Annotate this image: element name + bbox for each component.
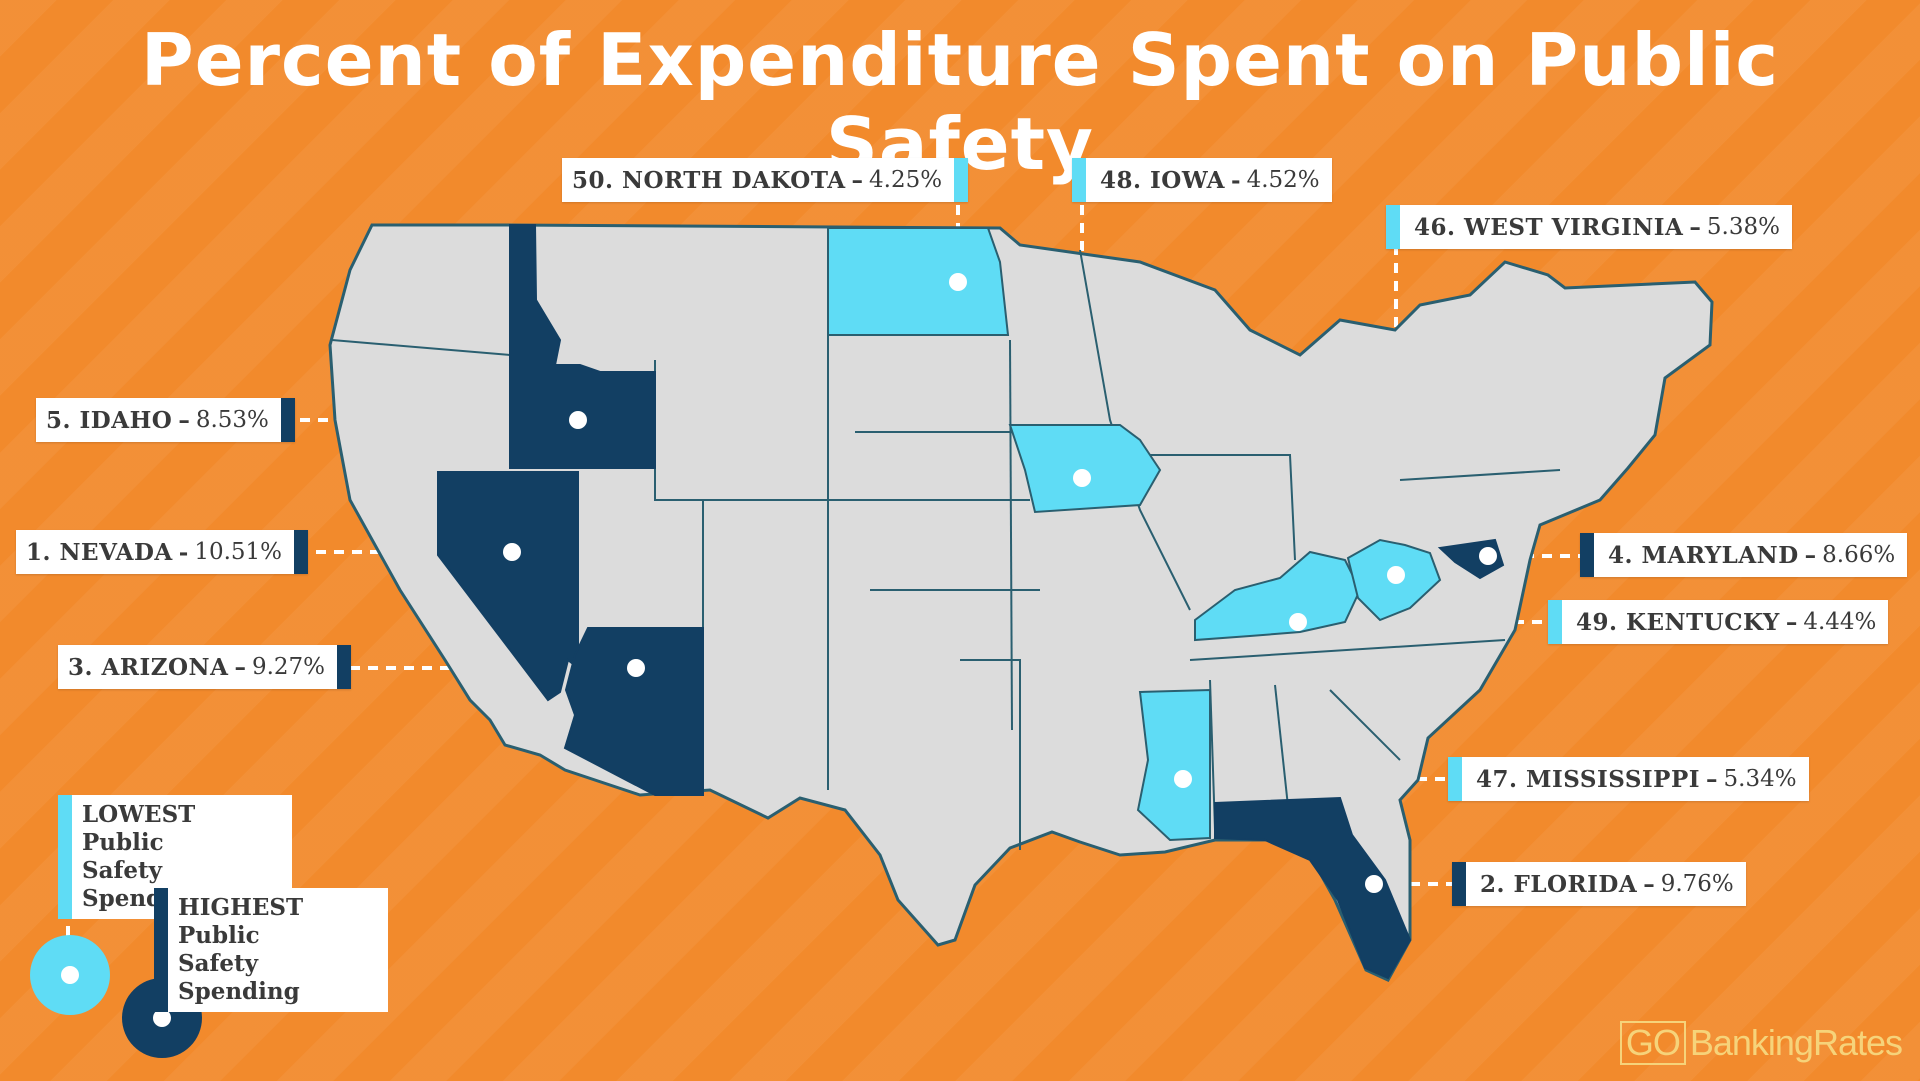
state-north-dakota: [827, 227, 1010, 336]
callout-mississippi-value: 5.34%: [1723, 766, 1797, 792]
callout-arizona: 3. ARIZONA – 9.27%: [58, 645, 352, 689]
callout-west-virginia-value: 5.38%: [1706, 214, 1780, 240]
state-idaho: [509, 224, 656, 469]
legend-highest: HIGHEST Public Safety Spending: [154, 888, 388, 1012]
callout-kentucky: 49. KENTUCKY – 4.44%: [1548, 600, 1889, 644]
callout-separator: –: [1785, 608, 1798, 636]
callout-north-dakota: 50. NORTH DAKOTA – 4.25%: [562, 158, 969, 202]
callout-maryland-value: 8.66%: [1822, 542, 1896, 568]
gobankingrates-logo: GO BankingRates: [1619, 1021, 1903, 1065]
callout-nevada-state: 1. NEVADA: [26, 538, 173, 566]
lowest-states: [827, 227, 1442, 842]
callout-iowa: 48. IOWA - 4.52%: [1072, 158, 1332, 202]
highest-indicator-bar: [337, 645, 352, 689]
lowest-indicator-bar: [1548, 600, 1562, 644]
marker-florida: [1365, 875, 1383, 893]
callout-iowa-state: 48. IOWA: [1100, 166, 1226, 194]
callout-idaho-value: 8.53%: [195, 407, 269, 433]
callout-kentucky-value: 4.44%: [1803, 609, 1877, 635]
marker-iowa: [1073, 469, 1091, 487]
state-arizona: [563, 627, 704, 796]
legend-highest-marker-dot: [153, 1009, 171, 1027]
state-florida: [1214, 796, 1412, 980]
callout-maryland: 4. MARYLAND – 8.66%: [1580, 533, 1908, 577]
callout-north-dakota-value: 4.25%: [869, 167, 943, 193]
callout-nevada-value: 10.51%: [194, 539, 283, 565]
callout-west-virginia: 46. WEST VIRGINIA – 5.38%: [1386, 205, 1792, 249]
callout-mississippi: 47. MISSISSIPPI – 5.34%: [1448, 757, 1809, 801]
legend-lowest-line1: LOWEST Public: [82, 801, 196, 856]
callout-separator: –: [851, 166, 864, 194]
callout-mississippi-state: 47. MISSISSIPPI: [1476, 765, 1701, 793]
highest-states: [437, 224, 1505, 980]
legend-highest-swatch: [154, 888, 168, 1012]
marker-west-virginia: [1387, 566, 1405, 584]
state-iowa: [1008, 424, 1162, 514]
callout-separator: -: [1231, 166, 1241, 194]
logo-bankingrates: BankingRates: [1689, 1022, 1903, 1063]
callout-separator: –: [1804, 541, 1817, 569]
legend-lowest-swatch: [58, 795, 72, 919]
marker-idaho: [569, 411, 587, 429]
callout-west-virginia-state: 46. WEST VIRGINIA: [1414, 213, 1684, 241]
legend-highest-text: HIGHEST Public Safety Spending: [168, 888, 388, 1012]
marker-arizona: [627, 659, 645, 677]
highest-indicator-bar: [1580, 533, 1594, 577]
callout-separator: –: [1689, 213, 1701, 241]
state-mississippi: [1136, 688, 1211, 842]
state-markers: [503, 273, 1497, 893]
callout-separator: –: [1643, 870, 1655, 898]
callout-separator: –: [1706, 765, 1718, 793]
callout-florida-state: 2. FLORIDA: [1480, 870, 1638, 898]
callout-idaho-state: 5. IDAHO: [46, 406, 173, 434]
legend-highest-line1: HIGHEST Public: [178, 894, 304, 949]
callout-separator: -: [178, 538, 189, 566]
marker-kentucky: [1289, 613, 1307, 631]
callout-arizona-value: 9.27%: [251, 654, 326, 680]
lowest-indicator-bar: [1386, 205, 1400, 249]
callout-arizona-state: 3. ARIZONA: [68, 653, 229, 681]
callout-iowa-value: 4.52%: [1246, 167, 1320, 193]
callout-north-dakota-state: 50. NORTH DAKOTA: [572, 166, 846, 194]
marker-north-dakota: [949, 273, 967, 291]
lowest-indicator-bar: [1448, 757, 1462, 801]
highest-indicator-bar: [1452, 862, 1466, 906]
chart-title: Percent of Expenditure Spent on Public S…: [140, 18, 1780, 186]
callout-florida: 2. FLORIDA – 9.76%: [1452, 862, 1746, 906]
callout-separator: –: [234, 653, 246, 681]
legend-lowest-marker-dot: [61, 966, 79, 984]
highest-indicator-bar: [280, 398, 295, 442]
marker-maryland: [1479, 547, 1497, 565]
callout-florida-value: 9.76%: [1660, 871, 1734, 897]
lowest-indicator-bar: [1072, 158, 1086, 202]
marker-mississippi: [1174, 770, 1192, 788]
legend-highest-line2: Safety Spending: [178, 950, 300, 1005]
lowest-indicator-bar: [954, 158, 969, 202]
logo-go: GO: [1619, 1021, 1686, 1065]
callout-idaho: 5. IDAHO – 8.53%: [36, 398, 295, 442]
callout-nevada: 1. NEVADA - 10.51%: [16, 530, 309, 574]
marker-nevada: [503, 543, 521, 561]
callout-maryland-state: 4. MARYLAND: [1608, 541, 1799, 569]
highest-indicator-bar: [294, 530, 309, 574]
state-nevada: [437, 471, 579, 702]
callout-kentucky-state: 49. KENTUCKY: [1576, 608, 1780, 636]
callout-separator: –: [178, 406, 190, 434]
